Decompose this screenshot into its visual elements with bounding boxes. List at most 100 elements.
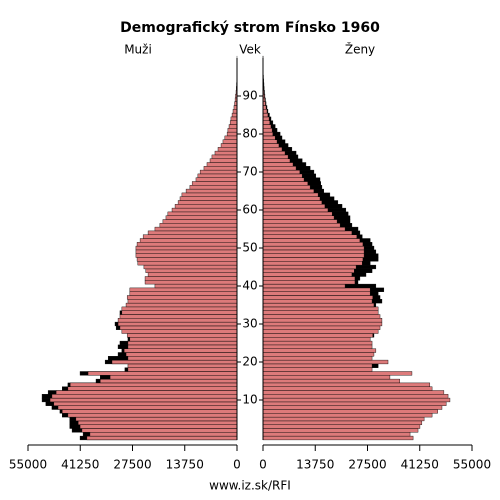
bar-common: [81, 428, 238, 433]
bar-common: [262, 261, 363, 266]
bar: [143, 264, 238, 270]
bar: [262, 356, 373, 361]
bar: [262, 413, 433, 418]
bar: [117, 318, 238, 323]
bar-common: [262, 245, 365, 251]
bar: [135, 249, 238, 254]
bar-common: [262, 226, 346, 232]
bar: [142, 234, 238, 239]
bar: [139, 238, 238, 243]
bar-common: [262, 287, 371, 292]
bar-common: [262, 264, 357, 270]
bar-common: [262, 166, 297, 171]
bar: [262, 394, 449, 399]
bar: [262, 348, 377, 353]
bar-common: [75, 416, 238, 422]
bar: [154, 283, 238, 289]
bar-common: [111, 359, 238, 365]
bar-common: [119, 325, 238, 330]
x-tick-label: 27500: [113, 458, 151, 472]
bar: [228, 124, 238, 129]
bar-common: [262, 234, 358, 239]
footer: www.iz.sk/RFI: [209, 479, 291, 493]
bar-common: [262, 196, 321, 201]
x-tick-label: 13750: [296, 458, 334, 472]
bar-common: [262, 333, 374, 338]
bar: [229, 120, 238, 125]
bar: [145, 268, 238, 273]
bar: [136, 242, 238, 247]
bar: [167, 211, 238, 216]
bar: [159, 223, 238, 228]
bar: [262, 378, 401, 384]
bar: [262, 382, 431, 387]
bar-common: [89, 432, 238, 437]
bar-common: [262, 150, 286, 156]
bar-common: [262, 295, 374, 300]
bar-common: [57, 405, 238, 410]
bar: [226, 131, 238, 137]
bar: [195, 177, 238, 182]
bar: [126, 295, 238, 300]
bar-common: [262, 116, 270, 121]
y-tick-label: 80: [242, 127, 257, 141]
bar: [189, 185, 238, 190]
bar: [144, 276, 238, 281]
bar-common: [262, 177, 305, 182]
bar: [262, 420, 423, 425]
bar: [262, 359, 389, 365]
bar: [262, 397, 451, 403]
bar: [154, 226, 238, 232]
bar-common: [87, 371, 238, 376]
bar: [199, 169, 238, 175]
bar-common: [125, 352, 238, 357]
bar-common: [67, 413, 238, 418]
y-tick-label: 10: [242, 393, 257, 407]
bar: [181, 192, 238, 197]
bar: [121, 329, 238, 334]
bar: [262, 329, 379, 334]
bar-common: [99, 378, 238, 384]
bar-common: [262, 158, 291, 163]
bar-common: [262, 276, 356, 281]
bar: [262, 352, 375, 357]
bar: [171, 207, 238, 213]
bar: [262, 340, 373, 346]
bar-common: [262, 249, 365, 254]
bar: [135, 245, 238, 251]
bar: [129, 291, 238, 296]
y-tick-label: 90: [242, 89, 257, 103]
bar-common: [53, 401, 238, 406]
bar: [206, 162, 238, 167]
bar: [262, 306, 379, 311]
bar-common: [262, 169, 301, 175]
chart-title: Demografický strom Fínsko 1960: [120, 20, 380, 36]
bar-common: [262, 173, 303, 178]
bar: [262, 390, 445, 395]
bar-common: [67, 386, 238, 391]
bar-common: [262, 302, 375, 308]
bar-common: [262, 188, 315, 194]
bar: [262, 409, 439, 414]
bar: [179, 196, 238, 201]
bar-common: [262, 181, 309, 186]
bar: [197, 173, 238, 178]
bar-common: [127, 356, 238, 361]
bar: [262, 416, 425, 422]
y-axis-label: Vek: [239, 43, 261, 57]
bar: [262, 367, 373, 372]
bar: [125, 302, 238, 308]
bar-common: [262, 143, 280, 148]
bar-common: [79, 424, 238, 429]
bar: [127, 299, 238, 304]
x-tick-label: 0: [259, 458, 267, 472]
bar: [136, 257, 238, 262]
bar-common: [86, 435, 238, 441]
bar-common: [77, 420, 238, 425]
bar: [127, 363, 238, 368]
bar-common: [262, 257, 364, 262]
bar-common: [117, 321, 238, 327]
x-tick-label: 13750: [166, 458, 204, 472]
bar: [262, 344, 373, 349]
